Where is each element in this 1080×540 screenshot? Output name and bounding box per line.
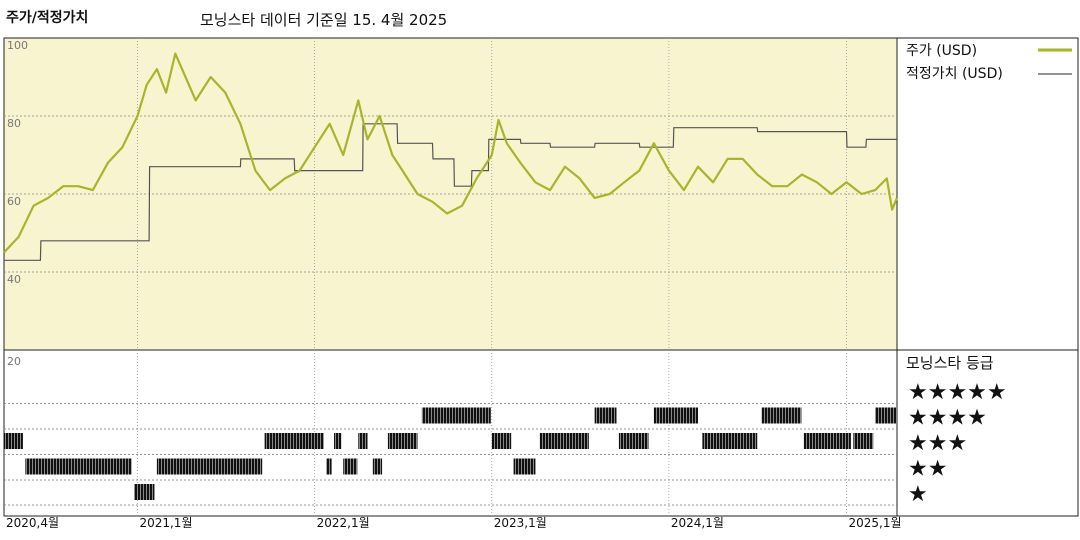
rating-bar [875,407,897,424]
x-tick-label: 2025,1월 [849,516,902,530]
rating-bar [491,433,512,449]
chart-frame [3,37,1079,517]
rating-bar [594,407,617,424]
rating-bar [334,433,342,449]
header-title: 주가/적정가치 [6,10,89,26]
rating-bar [264,433,324,449]
rating-bar [372,458,383,475]
x-tick-label: 2022,1월 [317,516,370,530]
x-tick-label: 2023,1월 [494,516,547,530]
rating-stars-label: ★ [908,482,928,507]
rating-bar [539,433,589,449]
y-tick-label: 40 [7,273,21,286]
x-tick-label: 2020,4월 [6,516,59,530]
legend-price-label: 주가 (USD) [906,43,977,59]
rating-bar [618,433,649,449]
y-tick-label: 80 [7,117,21,130]
x-tick-label: 2024,1월 [671,516,724,530]
rating-stars-label: ★★★ [908,431,967,456]
rating-stars-label: ★★ [908,457,947,482]
rating-bar [803,433,851,449]
rating-bar [513,458,536,475]
rating-stars-label: ★★★★★ [908,380,1007,405]
rating-bar [421,407,491,424]
legend-fair-label: 적정가치 (USD) [906,66,1003,82]
rating-bar [4,433,23,449]
rating-bar [653,407,699,424]
y-tick-label: 100 [7,39,28,52]
rating-bar [761,407,802,424]
header-subtitle: 모닝스타 데이터 기준일 15. 4월 2025 [200,11,448,29]
rating-bar [326,458,332,475]
rating-bar [343,458,358,475]
fair-value-line [4,123,897,261]
rating-bar [156,458,263,475]
rating-bar [358,433,368,449]
rating-bar [134,484,155,500]
rating-bar [387,433,418,449]
rating-bar [25,458,132,475]
y-tick-label: 20 [7,355,21,368]
rating-bar [853,433,874,449]
price-line [3,52,899,254]
y-tick-label: 60 [7,195,21,208]
x-tick-label: 2021,1월 [139,516,192,530]
rating-stars-label: ★★★★ [908,406,987,431]
rating-title: 모닝스타 등급 [906,354,994,372]
rating-bar [702,433,758,449]
